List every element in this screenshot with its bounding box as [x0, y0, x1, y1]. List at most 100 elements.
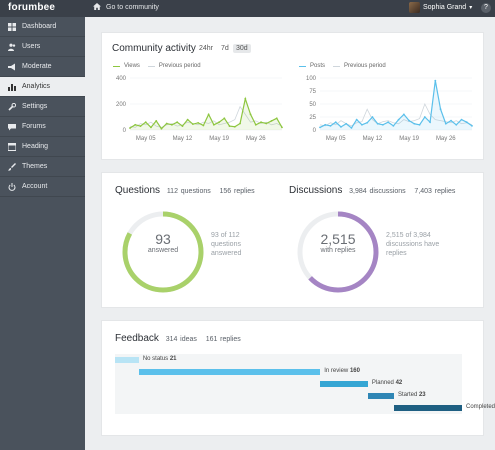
discussions-summary-line-1: 2,515 of 3,984 — [386, 232, 431, 239]
dashboard-icon — [8, 22, 16, 31]
feedback-bar-no-status — [115, 357, 139, 363]
feedback-bar-label: Started 23 — [398, 392, 426, 398]
posts-data-point — [329, 124, 332, 127]
posts-data-point — [376, 122, 379, 125]
prev-legend-swatch-2 — [333, 65, 341, 67]
sidebar-item-account[interactable]: Account — [0, 177, 85, 197]
views-data-point — [254, 123, 257, 126]
discussions-summary: 2,515 of 3,984 discussions have replies — [386, 231, 439, 258]
questions-header: Questions 112 questions 156 replies — [115, 185, 255, 196]
user-menu[interactable]: Sophia Grand ▾ — [409, 2, 472, 13]
posts-legend-label: Posts — [310, 63, 326, 69]
views-data-point — [202, 124, 205, 127]
views-data-point — [249, 113, 252, 116]
community-activity-card: Community activity 24hr 7d 30d Views Pre… — [101, 32, 484, 160]
posts-data-point — [429, 121, 431, 124]
views-data-point — [228, 125, 231, 127]
discussions-label: with replies — [320, 247, 356, 254]
feedback-chart: No status 21 In review 160 Planned 42 Start… — [115, 354, 495, 414]
views-data-point — [144, 121, 147, 124]
views-data-point — [197, 121, 200, 124]
bar-chart-icon — [8, 83, 16, 91]
sidebar-item-heading[interactable]: Heading — [0, 137, 85, 157]
user-name: Sophia Grand — [423, 4, 467, 11]
views-data-point — [176, 121, 179, 124]
views-x-tick-label: May 05 — [136, 136, 156, 142]
sidebar-item-moderate[interactable]: Moderate — [0, 57, 85, 77]
feedback-bar-label: Completed 60 — [466, 404, 495, 410]
posts-data-point — [340, 125, 342, 128]
sidebar-item-label: Themes — [22, 163, 48, 170]
help-button[interactable]: ? — [481, 3, 491, 13]
range-30d-button[interactable]: 30d — [233, 44, 251, 53]
posts-data-point — [402, 113, 405, 116]
views-data-point — [139, 125, 142, 127]
posts-y-tick-label: 50 — [309, 102, 316, 108]
feedback-count: 21 — [169, 356, 177, 362]
heading-icon — [8, 142, 16, 151]
sidebar-item-analytics[interactable]: Analytics — [0, 77, 85, 97]
sidebar-item-dashboard[interactable]: Dashboard — [0, 17, 85, 37]
posts-series-line — [319, 80, 473, 129]
views-data-point — [233, 125, 236, 128]
views-data-point — [150, 126, 152, 129]
feedback-count: 42 — [395, 380, 403, 386]
questions-replies: 156 — [219, 188, 232, 195]
posts-data-point — [471, 124, 473, 127]
views-data-point — [160, 127, 163, 130]
sidebar: Dashboard Users Moderate Analytics Settings F… — [0, 17, 85, 450]
feedback-bar-label: Planned 42 — [372, 380, 402, 386]
questions-summary-line-3: answered — [211, 250, 242, 257]
questions-summary: 93 of 112 questions answered — [211, 231, 241, 258]
home-icon — [93, 3, 101, 12]
posts-x-tick-label: May 05 — [326, 136, 346, 142]
posts-data-point — [413, 122, 416, 125]
posts-data-point — [408, 119, 411, 122]
posts-x-tick-label: May 12 — [363, 136, 383, 142]
posts-data-point — [387, 121, 390, 124]
feedback-category: Started — [397, 392, 419, 398]
questions-title: Questions — [115, 185, 161, 196]
feedback-category: No status — [142, 356, 170, 362]
views-series-line — [129, 96, 283, 130]
views-x-tick-label: May 26 — [246, 136, 266, 142]
posts-data-point — [324, 123, 327, 126]
sidebar-item-users[interactable]: Users — [0, 37, 85, 57]
sidebar-item-settings[interactable]: Settings — [0, 97, 85, 117]
views-data-point — [212, 123, 215, 126]
views-legend: Views Previous period — [113, 63, 201, 69]
posts-data-point — [366, 121, 369, 124]
go-to-community-link[interactable]: Go to community — [93, 3, 159, 12]
chat-icon — [8, 123, 16, 131]
range-7d-button[interactable]: 7d — [221, 45, 229, 52]
app-logo[interactable]: forumbee — [8, 2, 56, 13]
sidebar-item-themes[interactable]: Themes — [0, 157, 85, 177]
posts-y-tick-label: 0 — [313, 128, 317, 134]
megaphone-icon — [8, 63, 16, 71]
discussions-summary-line-3: replies — [386, 250, 407, 257]
posts-chart: 0 25 50 75 100 May 05 May 12 May 19 May 26 — [306, 76, 473, 142]
views-data-point — [260, 121, 262, 124]
posts-data-point — [371, 116, 374, 118]
feedback-bar-label: No status 21 — [143, 356, 177, 362]
prev-legend-label-2: Previous period — [344, 63, 386, 69]
views-data-point — [129, 127, 131, 129]
feedback-bar-in-review — [138, 369, 321, 375]
feedback-bar-started — [367, 393, 394, 399]
feedback-bar-label: In review 160 — [324, 368, 360, 374]
posts-data-point — [418, 123, 421, 126]
discussions-header: Discussions 3,984 discussions 7,403 repl… — [289, 185, 455, 196]
posts-y-tick-label: 25 — [309, 115, 316, 121]
views-data-point — [134, 123, 137, 126]
top-bar: forumbee Go to community Sophia Grand ▾ … — [0, 0, 495, 17]
questions-count-label: questions — [180, 188, 211, 195]
questions-count: 112 — [166, 188, 178, 195]
wrench-icon — [8, 102, 16, 111]
sidebar-item-forums[interactable]: Forums — [0, 117, 85, 137]
chevron-down-icon: ▾ — [469, 5, 473, 11]
views-data-point — [165, 122, 168, 125]
feedback-category: Completed — [466, 404, 495, 410]
range-24hr-button[interactable]: 24hr — [199, 45, 214, 52]
views-previous-period-line — [129, 105, 283, 128]
feedback-category: Planned — [371, 380, 396, 386]
